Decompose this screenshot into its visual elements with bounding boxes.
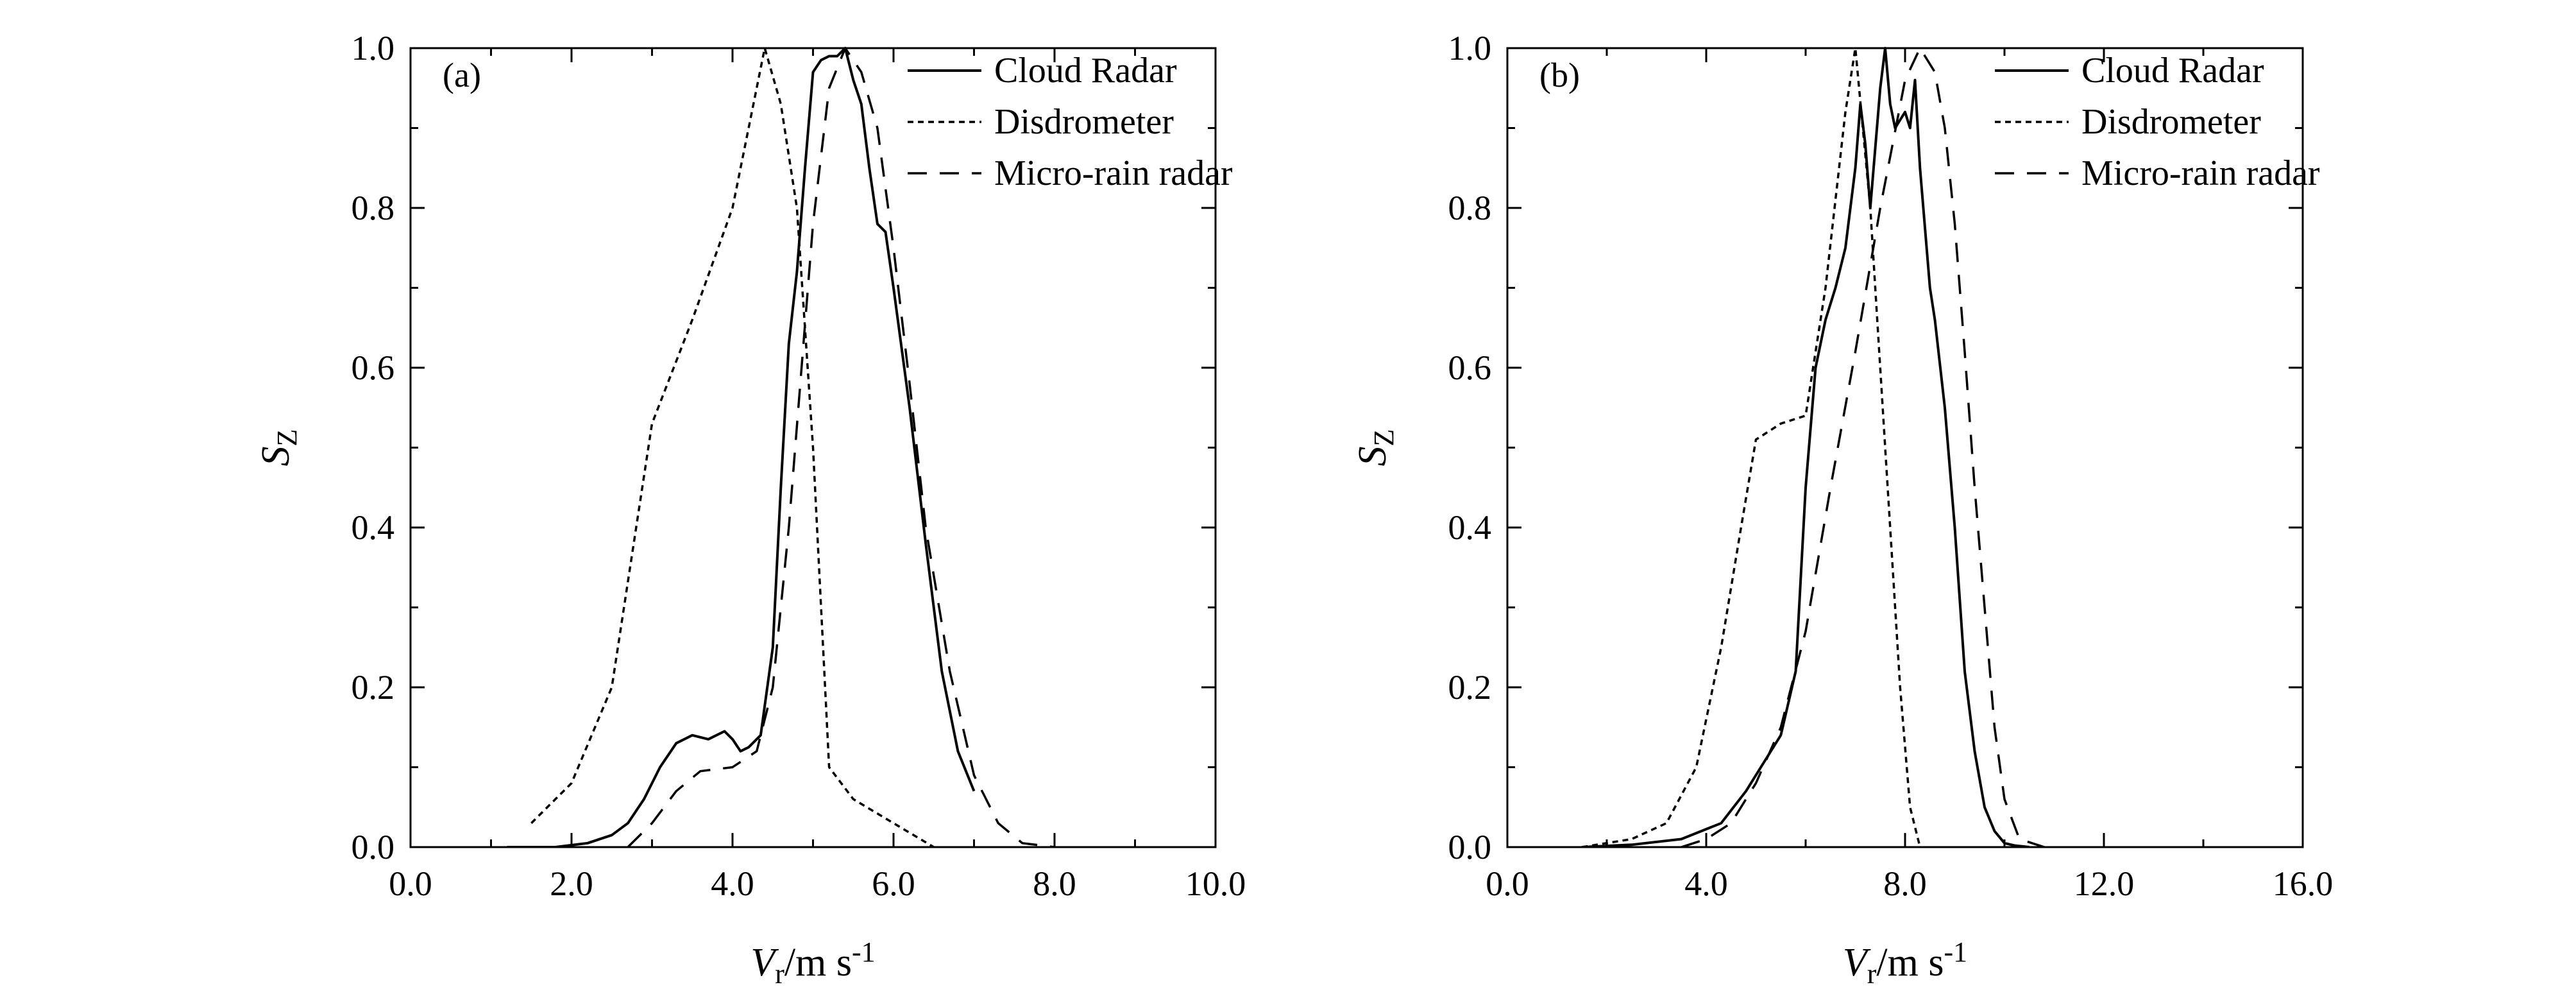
legend-label: Micro-rain radar [2081,153,2320,193]
y-axis-title-sub: Z [271,429,303,447]
series-line-disdrometer [1582,47,1921,847]
y-axis-title-main: S [254,446,298,466]
y-tick-label: 0.2 [1448,668,1492,707]
x-axis-title-sup: -1 [852,936,876,968]
x-tick-label: 4.0 [1684,864,1728,903]
y-axis-title-main: S [1351,446,1394,466]
x-tick-label: 16.0 [2273,864,2334,903]
x-axis-title: Vr/m s-1 [750,936,875,984]
x-tick-label: 0.0 [389,864,432,903]
chart-panel-a: 0.0 2.0 4.0 6.0 8.0 10.0 0.0 0.2 0.4 0.6 0.8 1.0 (a)… [254,29,1246,987]
x-tick-label: 4.0 [711,864,754,903]
y-tick-label: 0.4 [352,508,395,547]
x-axis-title-sub: r [1867,958,1877,984]
legend-label: Disdrometer [2081,102,2261,142]
y-tick-label: 0.0 [352,828,395,866]
x-axis-title-unit: /m s [784,941,852,984]
x-tick-label: 0.0 [1486,864,1529,903]
y-tick-label: 1.0 [352,29,395,67]
series-line-cloud-radar [507,47,976,847]
y-tick-label: 0.8 [352,189,395,227]
y-tick-label: 0.4 [1448,508,1492,547]
series-line-micro-rain-radar [1681,47,2045,847]
x-tick-label: 12.0 [2074,864,2135,903]
x-tick-label: 8.0 [1883,864,1927,903]
series-line-disdrometer [530,47,935,847]
y-axis-title-sub: Z [1368,429,1400,447]
x-tick-label: 6.0 [872,864,915,903]
y-axis-title: SZ [254,429,303,467]
series-line-cloud-radar [1582,47,2030,847]
panel-label: (a) [443,56,481,94]
legend-label: Disdrometer [994,102,1174,142]
legend-label: Cloud Radar [994,51,1177,90]
y-tick-label: 0.6 [352,348,395,387]
x-axis-title-sup: -1 [1944,936,1967,968]
y-tick-label: 0.8 [1448,189,1492,227]
x-axis-title: Vr/m s-1 [1843,936,1967,984]
x-axis-title-sub: r [775,958,784,984]
legend-label: Cloud Radar [2081,51,2264,90]
x-axis-title-unit: /m s [1876,941,1944,984]
y-tick-label: 1.0 [1448,29,1492,67]
panel-label: (b) [1539,56,1580,94]
y-tick-label: 0.2 [352,668,395,707]
chart-panel-b: 0.0 4.0 8.0 12.0 16.0 0.0 0.2 0.4 0.6 0.8 1.0 (b) Cl… [1351,29,2334,987]
y-tick-label: 0.6 [1448,348,1492,387]
y-tick-label: 0.0 [1448,828,1492,866]
x-tick-label: 8.0 [1033,864,1076,903]
legend-label: Micro-rain radar [994,153,1233,193]
x-tick-label: 2.0 [550,864,593,903]
series-line-micro-rain-radar [627,47,1055,847]
x-axis-title-main: V [1843,941,1871,984]
x-tick-label: 10.0 [1185,864,1246,903]
x-axis-title-main: V [750,941,779,984]
y-axis-title: SZ [1351,429,1400,467]
